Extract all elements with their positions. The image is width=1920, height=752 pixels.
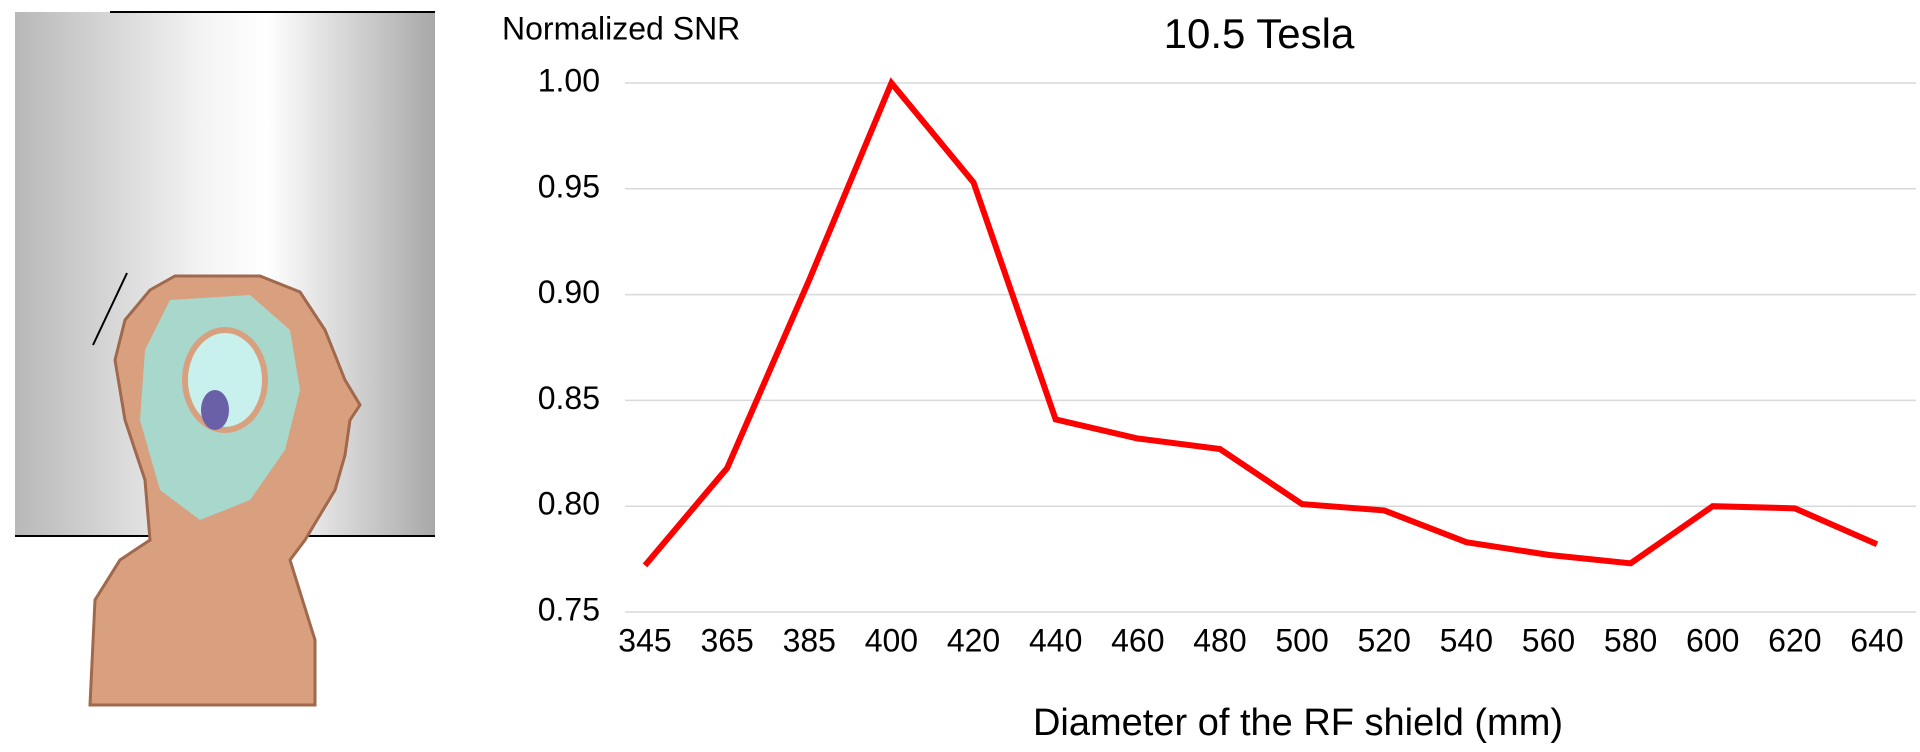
ventricle [201, 390, 229, 430]
x-tick-label: 620 [1768, 622, 1821, 658]
chart: Normalized SNR 10.5 Tesla Diameter of th… [502, 10, 1916, 744]
y-axis-title: Normalized SNR [502, 10, 740, 46]
coil-mark [92, 272, 128, 346]
x-tick-label: 400 [865, 622, 918, 658]
model-illustration [15, 11, 435, 707]
x-tick-label: 460 [1111, 622, 1164, 658]
x-tick-label: 640 [1850, 622, 1903, 658]
y-tick-label: 0.95 [538, 168, 600, 204]
y-tick-label: 0.90 [538, 274, 600, 310]
y-tick-label: 0.85 [538, 380, 600, 416]
x-axis-title: Diameter of the RF shield (mm) [1033, 702, 1563, 744]
y-tick-label: 1.00 [538, 62, 600, 98]
x-tick-label: 345 [618, 622, 671, 658]
x-tick-label: 500 [1275, 622, 1328, 658]
x-tick-label: 385 [783, 622, 836, 658]
x-tick-label: 365 [700, 622, 753, 658]
x-tick-label: 560 [1522, 622, 1575, 658]
y-tick-label: 0.80 [538, 486, 600, 522]
x-tick-label: 540 [1440, 622, 1493, 658]
x-tick-label: 580 [1604, 622, 1657, 658]
x-tick-label: 440 [1029, 622, 1082, 658]
y-tick-label: 0.75 [538, 591, 600, 627]
x-tick-label: 520 [1358, 622, 1411, 658]
x-tick-label: 480 [1193, 622, 1246, 658]
data-line [642, 77, 1879, 568]
x-tick-label: 600 [1686, 622, 1739, 658]
chart-title: 10.5 Tesla [1164, 10, 1355, 57]
x-tick-label: 420 [947, 622, 1000, 658]
